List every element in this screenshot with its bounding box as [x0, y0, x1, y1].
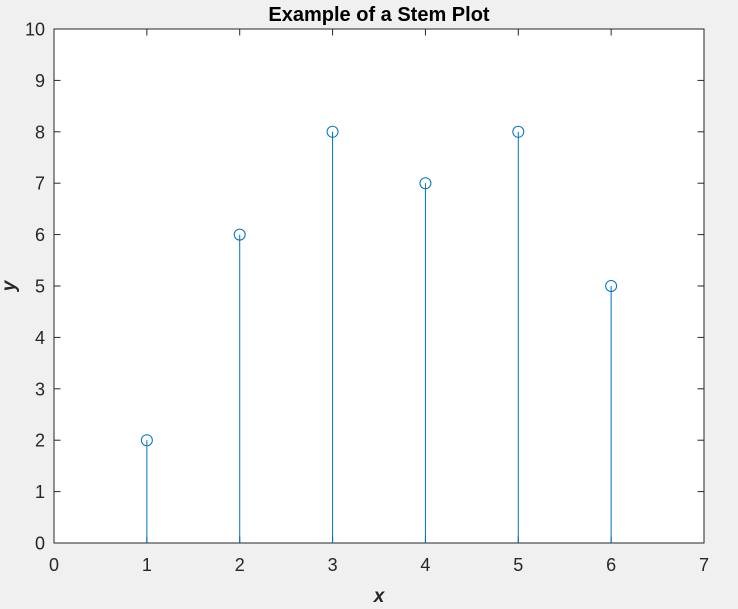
x-tick-label: 0: [49, 555, 59, 575]
y-tick-label: 3: [35, 379, 45, 399]
y-tick-label: 0: [35, 534, 45, 554]
y-tick-label: 10: [25, 20, 45, 40]
x-tick-label: 4: [420, 555, 430, 575]
x-axis-label: x: [373, 586, 386, 607]
y-tick-label: 8: [35, 122, 45, 142]
stem-marker: [605, 280, 618, 292]
x-tick-label: 7: [699, 555, 709, 575]
stem-marker: [140, 434, 153, 447]
stem-marker: [419, 177, 432, 190]
y-tick-label: 6: [35, 225, 45, 245]
y-tick-label: 7: [35, 174, 45, 194]
stem-marker: [233, 228, 246, 241]
stem-marker: [512, 125, 525, 138]
stem-series: [140, 125, 618, 543]
x-tick-label: 2: [235, 555, 245, 575]
x-tick-label: 6: [606, 555, 616, 575]
y-tick-label: 1: [35, 482, 45, 502]
y-tick-label: 5: [35, 277, 45, 297]
y-axis-label: y: [0, 279, 20, 292]
y-tick-label: 2: [35, 431, 45, 451]
y-axis-ticks: 0 1 2 3 4 5 6 7 8 9 10: [25, 20, 704, 554]
chart-title: Example of a Stem Plot: [268, 4, 490, 26]
x-tick-label: 1: [142, 555, 152, 575]
plot-area: [53, 28, 705, 544]
y-tick-label: 4: [35, 328, 45, 348]
y-tick-label: 9: [35, 71, 45, 91]
stem-marker: [326, 125, 339, 138]
x-tick-label: 5: [513, 555, 523, 575]
x-tick-label: 3: [328, 555, 338, 575]
